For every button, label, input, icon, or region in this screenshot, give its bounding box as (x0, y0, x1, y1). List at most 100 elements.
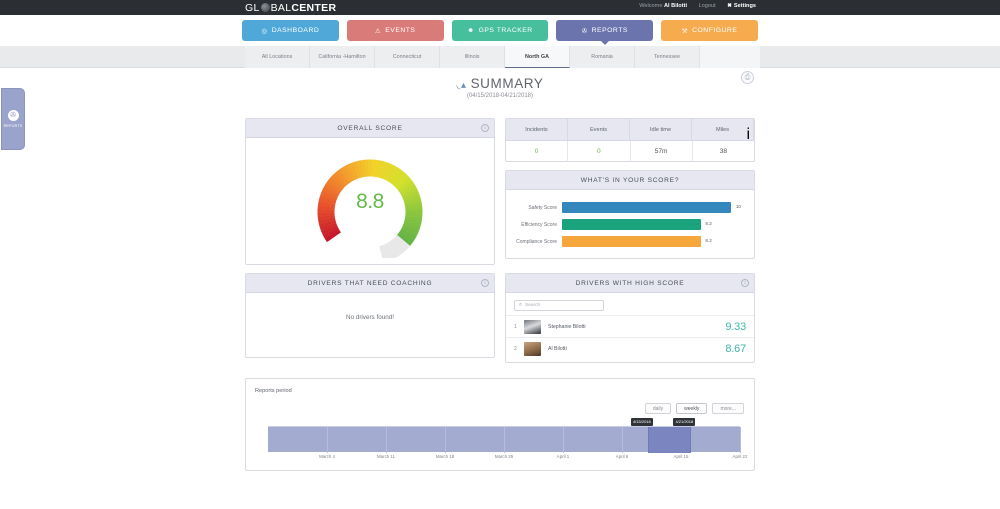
gauge-arc-segment (353, 160, 362, 178)
gauge-arc-segment (404, 201, 423, 208)
gauge-arc-segment (396, 177, 413, 191)
gauge-arc-segment (402, 190, 420, 200)
gauge-arc-segment (319, 193, 337, 202)
nav-button-label: EVENTS (385, 27, 416, 34)
gauge-arc-segment (328, 176, 344, 191)
nav-button-events[interactable]: ⚠ EVENTS (346, 20, 444, 41)
location-tab-tennessee[interactable]: Tennessee (635, 46, 700, 68)
gauge-arc-segment (404, 217, 422, 226)
slider-gridline (504, 427, 505, 453)
search-area: ⌕ Search (506, 293, 754, 315)
logo-text-mid: BAL (270, 2, 292, 14)
gauge-arc-segment (388, 167, 402, 184)
gauge-arc-segment (376, 159, 385, 178)
location-tabs-filler (700, 46, 760, 68)
gauge-arc-segment (381, 162, 392, 180)
settings-link[interactable]: ✖ Settings (727, 3, 756, 9)
warning-icon: ⚠ (374, 27, 382, 35)
period-range-slider[interactable]: 4/15/2018 4/21/2018 March 4 March 11 March … (268, 418, 747, 468)
gauge-arc-segment (323, 182, 341, 195)
slider-gridline (386, 427, 387, 453)
period-button-more[interactable]: more... (712, 403, 744, 414)
slider-handle-end[interactable] (690, 427, 692, 453)
score-bar-row: Efficiency Score 8.2 (514, 216, 746, 233)
slider-handle-start[interactable] (647, 427, 649, 453)
nav-button-configure[interactable]: ⚒ CONFIGURE (661, 20, 758, 41)
logo-text-left: GL (245, 2, 260, 14)
slider-track[interactable]: 4/15/2018 4/21/2018 (268, 418, 741, 453)
gauge-arc-segment (325, 179, 342, 193)
nav-button-reports[interactable]: ✇ REPORTS (556, 20, 654, 45)
gauge-arc-segment (318, 196, 336, 205)
slider-gridline (327, 427, 328, 453)
chart-icon: ◟▴ (456, 80, 467, 91)
logout-link[interactable]: Logout (698, 3, 716, 9)
location-tab-california-hamilton[interactable]: California -Hamilton (310, 46, 375, 68)
gauge-arc-segment (320, 189, 338, 200)
info-icon[interactable]: i (746, 126, 750, 143)
period-button-weekly[interactable]: weekly (676, 403, 708, 414)
high-score-header: DRIVERS WITH HIGH SCORE i (506, 274, 754, 293)
location-tabs-bar: All Locations California -Hamilton Connect… (0, 46, 1000, 68)
search-input[interactable]: ⌕ Search (514, 300, 604, 311)
settings-label: Settings (733, 3, 756, 9)
side-tab-reports[interactable]: ✇ REPORTS (1, 88, 25, 150)
slider-gridline (445, 427, 446, 453)
location-tab-label: Connecticut (392, 54, 422, 60)
gauge-arc-segment (317, 200, 336, 207)
driver-row[interactable]: 1 Stephanie Bilotti 9.33 (506, 315, 754, 337)
location-tabs: All Locations California -Hamilton Connect… (245, 46, 760, 68)
info-icon[interactable]: i (741, 279, 749, 287)
location-tab-label: Tennessee (653, 54, 681, 60)
stat-value-incidents: 0 (506, 141, 569, 162)
gauge-arc-segment (322, 227, 340, 239)
gauge-arc-segment (342, 164, 354, 182)
gauge-arc-segment (322, 186, 340, 197)
gauge-svg (317, 159, 423, 258)
location-tab-label: California -Hamilton (318, 54, 366, 60)
coaching-empty-message: No drivers found! (346, 314, 394, 321)
driver-rank: 1 (514, 323, 517, 330)
driver-name: Stephanie Bilotti (548, 323, 586, 330)
slider-tick-label: April 15 (673, 454, 689, 459)
wrench-icon: ⚒ (681, 27, 689, 35)
nav-button-row: ◎ DASHBOARD ⚠ EVENTS ☻ GPS TRACKER ✇ REPORTS ⚒ CO… (240, 17, 760, 45)
nav-button-dashboard[interactable]: ◎ DASHBOARD (242, 20, 339, 41)
score-bar-value: 10 (735, 204, 741, 209)
gauge-arc-segment (356, 159, 364, 178)
stat-header-events: Events (568, 119, 630, 140)
avatar (524, 319, 541, 334)
gauge-arc-segment (403, 194, 421, 203)
report-icon: ✇ (7, 110, 19, 121)
nav-button-gps-tracker[interactable]: ☻ GPS TRACKER (451, 20, 549, 41)
page-title: ◟▴ SUMMARY (0, 76, 1000, 91)
location-tab-connecticut[interactable]: Connecticut (375, 46, 440, 68)
driver-row[interactable]: 2 Al Bilotti 8.67 (506, 337, 754, 359)
slider-selected-window[interactable] (647, 427, 691, 453)
nav-button-label: CONFIGURE (692, 27, 738, 34)
score-bar-fill (562, 236, 701, 247)
info-icon[interactable]: i (481, 279, 489, 287)
top-header-bar: GL BALCENTER Welcome Al Bilotti Logout ✖ S… (0, 0, 1000, 15)
overall-score-panel: OVERALL SCORE i 8.8 (245, 118, 495, 265)
gauge-arc-segment (318, 217, 336, 224)
location-tab-illinois[interactable]: Illinois (440, 46, 505, 68)
location-tab-romania[interactable]: Romania (570, 46, 635, 68)
gauge-arc-segment (336, 168, 350, 185)
gauge-arc-segment (404, 197, 422, 206)
info-icon[interactable]: i (481, 124, 489, 132)
gauge-arc-segment (339, 166, 352, 183)
print-icon[interactable]: ⎙ (741, 71, 754, 84)
location-tab-north-ga[interactable]: North GA (505, 46, 570, 68)
score-bar-label: Safety Score (528, 204, 557, 211)
gauge-arc-segment (349, 161, 359, 179)
location-tab-label: All Locations (261, 54, 293, 60)
location-tab-label: Illinois (464, 54, 480, 60)
app-logo[interactable]: GL BALCENTER (245, 2, 336, 14)
period-button-daily[interactable]: daily (644, 403, 672, 414)
location-tab-all-locations[interactable]: All Locations (245, 46, 310, 68)
panel-title: DRIVERS WITH HIGH SCORE (575, 279, 685, 287)
score-bar-value: 8.2 (705, 221, 712, 226)
driver-score: 8.67 (725, 342, 746, 355)
gauge-arc-segment (374, 159, 381, 177)
